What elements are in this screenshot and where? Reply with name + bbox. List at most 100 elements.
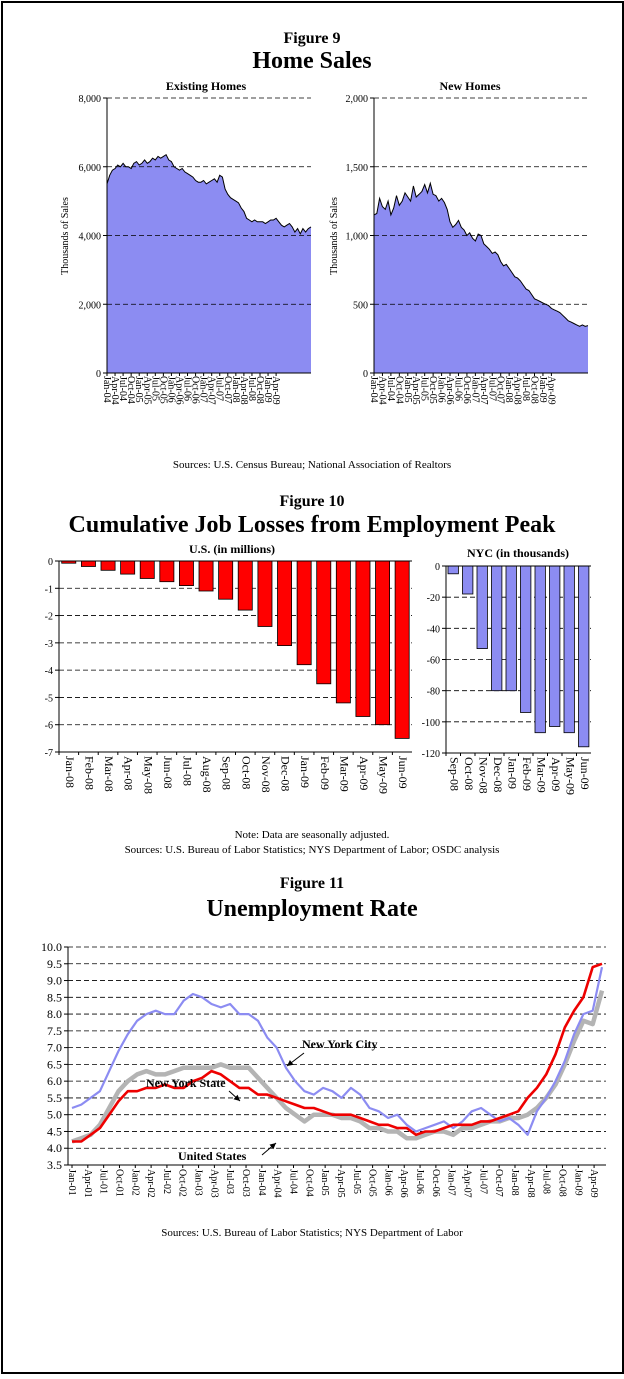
us_jobs-ytick-label: -1 [45, 584, 53, 595]
unemployment-ytick-label: 7.0 [47, 1041, 62, 1055]
us_jobs-xtick-label: Jun-09 [396, 756, 410, 789]
new-xtick-label: Apr-09 [545, 376, 556, 405]
new-xtick-label: Jan-06 [436, 376, 447, 403]
new-xtick-label: Jul-07 [486, 376, 497, 401]
existing-xtick-label: Jul-06 [182, 376, 193, 401]
us_jobs-ytick-label: -7 [45, 748, 53, 759]
nyc-job-losses-chart: 0 -20 -40 -60 -80 -100 -120 Sep-08 Oct-08 Nov-08 D… [422, 562, 592, 795]
unemployment-ytick-label: 10.0 [41, 940, 62, 954]
new-xtick-label: Apr-06 [444, 376, 455, 405]
unemployment-xtick-label: Jul-01 [98, 1169, 109, 1194]
new-xtick-label: Apr-08 [512, 376, 523, 405]
unemployment-xtick-label: Jan-08 [509, 1169, 520, 1196]
new-xtick-label: Oct-05 [427, 376, 438, 404]
unemployment-xtick-label: Oct-08 [556, 1169, 567, 1197]
unemployment-xtick-label: Jul-02 [161, 1169, 172, 1194]
us_jobs-xtick-label: Feb-08 [82, 756, 96, 790]
unemployment-xtick-label: Jan-01 [66, 1169, 77, 1196]
existing-xtick-label: Jan-06 [165, 376, 176, 403]
existing-area [107, 154, 311, 373]
unemployment-xtick-label: Apr-09 [588, 1169, 599, 1198]
nyc_jobs-ytick-label: -120 [422, 749, 440, 760]
unemployment-xtick-label: Jan-03 [193, 1169, 204, 1196]
us_jobs-ytick-label: -4 [45, 666, 53, 677]
us-annotation-arrowhead [269, 1143, 276, 1150]
us-series-line [72, 962, 603, 1143]
existing-homes-ylabel: Thousands of Sales [60, 197, 71, 275]
nyc_jobs-ytick-label: 0 [435, 562, 440, 573]
us_jobs-xtick-label: Nov-08 [259, 756, 273, 793]
nyc_jobs-xtick-label: May-09 [563, 757, 577, 795]
unemployment-xtick-label: Jan-07 [446, 1169, 457, 1196]
unemployment-xtick-label: Jan-06 [382, 1169, 393, 1196]
nyc_jobs-ytick-label: -100 [422, 718, 440, 729]
new-ytick-label: 1,500 [346, 163, 369, 174]
us_jobs-xtick-label: Aug-08 [200, 756, 214, 793]
unemployment-xtick-label: Oct-03 [240, 1169, 251, 1197]
new-xtick-label: Jan-09 [537, 376, 548, 403]
us-annotation: United States [178, 1149, 247, 1163]
new-xtick-label: Jul-08 [520, 376, 531, 401]
existing-xtick-label: Jul-07 [214, 376, 225, 401]
unemployment-ytick-label: 6.5 [47, 1057, 62, 1071]
new-xtick-label: Jan-07 [469, 376, 480, 403]
existing-ytick-label: 6,000 [79, 163, 102, 174]
nys-annotation-arrowhead [233, 1094, 240, 1101]
fig9-title: Home Sales [252, 48, 371, 74]
existing-ytick-label: 2,000 [79, 300, 102, 311]
us_jobs-xtick-label: Sep-08 [220, 756, 234, 790]
unemployment-ytick-label: 9.5 [47, 957, 62, 971]
existing-xtick-label: Oct-08 [254, 376, 265, 404]
unemployment-chart: 3.5 4.0 4.5 5.0 5.5 6.0 6.5 7.0 7.5 8.0 8.5 9.0 9.5 1… [41, 940, 606, 1198]
new-xtick-label: Jan-04 [368, 376, 379, 403]
unemployment-xtick-label: Jul-03 [224, 1169, 235, 1194]
new-xtick-label: Apr-05 [410, 376, 421, 405]
unemployment-xtick-label: Jul-04 [287, 1169, 298, 1194]
us_jobs-xtick-label: May-08 [141, 756, 155, 794]
unemployment-xtick-label: Jul-07 [477, 1169, 488, 1194]
unemployment-xtick-label: Oct-02 [177, 1169, 188, 1197]
nyc_jobs-xtick-label: Apr-09 [549, 757, 563, 791]
new-xtick-label: Apr-07 [478, 376, 489, 405]
unemployment-xtick-label: Jan-05 [319, 1169, 330, 1196]
unemployment-ytick-label: 5.0 [47, 1108, 62, 1122]
us_jobs-xtick-label: Oct-08 [239, 756, 253, 789]
fig10-sources: Sources: U.S. Bureau of Labor Statistics… [125, 844, 500, 856]
us_jobs-xtick-label: Apr-09 [357, 756, 371, 790]
unemployment-ytick-label: 7.5 [47, 1024, 62, 1038]
unemployment-xtick-label: Oct-04 [303, 1169, 314, 1197]
new-ytick-label: 0 [363, 369, 368, 380]
unemployment-xtick-label: Apr-04 [272, 1169, 283, 1198]
us-job-losses-chart: 0 -1 -2 -3 -4 -5 -6 -7 Jan-08 Feb-08 Mar-08 Apr-08 M… [45, 557, 412, 794]
unemployment-xtick-label: Jan-09 [572, 1169, 583, 1196]
fig11-label: Figure 11 [280, 875, 344, 892]
nyc_jobs-xtick-label: Dec-08 [491, 757, 505, 792]
nyc_jobs-ytick-label: -20 [427, 593, 440, 604]
us_jobs-xtick-label: Jul-08 [180, 756, 194, 786]
fig10-title: Cumulative Job Losses from Employment Pe… [69, 512, 557, 538]
us_jobs-xtick-label: Feb-09 [318, 756, 332, 790]
unemployment-ytick-label: 3.5 [47, 1158, 62, 1172]
nyc_jobs-xtick-label: Oct-08 [462, 757, 476, 790]
unemployment-xtick-label: Oct-05 [367, 1169, 378, 1197]
nyc_jobs-xtick-label: Jun-09 [578, 757, 592, 790]
us_jobs-xtick-label: Jun-08 [161, 756, 175, 789]
us_jobs-ytick-label: -3 [45, 639, 53, 650]
existing-xtick-label: Jan-09 [262, 376, 273, 403]
us_jobs-xtick-label: Mar-09 [337, 756, 351, 792]
nyc-annotation: New York City [302, 1037, 378, 1051]
fig10-note: Note: Data are seasonally adjusted. [235, 829, 390, 841]
unemployment-xtick-label: Apr-01 [82, 1169, 93, 1198]
nys-series-line [71, 989, 605, 1144]
new-area [374, 183, 588, 373]
unemployment-ytick-label: 4.0 [47, 1141, 62, 1155]
us_jobs-xtick-label: Dec-08 [279, 756, 293, 791]
unemployment-xtick-label: Oct-06 [430, 1169, 441, 1197]
unemployment-xtick-label: Oct-01 [113, 1169, 124, 1197]
new-xtick-label: Jan-05 [402, 376, 413, 403]
existing-xtick-label: Apr-08 [238, 376, 249, 405]
nyc_jobs-xtick-label: Nov-08 [476, 757, 490, 794]
existing-ytick-label: 4,000 [79, 232, 102, 243]
